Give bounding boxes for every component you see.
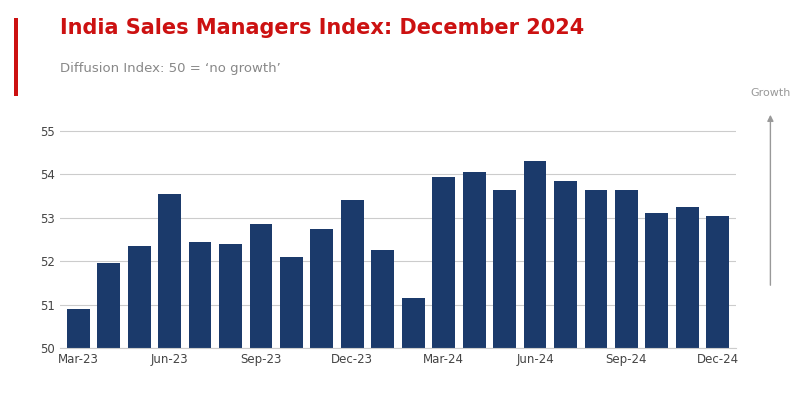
Bar [676, 207, 698, 400]
Bar [493, 190, 516, 400]
Bar [585, 190, 607, 400]
Text: Diffusion Index: 50 = ‘no growth’: Diffusion Index: 50 = ‘no growth’ [60, 62, 281, 75]
Bar [371, 250, 394, 400]
Bar [98, 263, 120, 400]
Text: Growth: Growth [750, 88, 790, 98]
Bar [615, 190, 638, 400]
Bar [524, 161, 546, 400]
Bar [310, 229, 334, 400]
Bar [250, 224, 272, 400]
Bar [158, 194, 181, 400]
Text: India Sales Managers Index: December 2024: India Sales Managers Index: December 202… [60, 18, 584, 38]
Bar [462, 172, 486, 400]
Bar [432, 176, 455, 400]
Bar [402, 298, 425, 400]
Bar [646, 214, 668, 400]
Bar [189, 242, 211, 400]
Bar [128, 246, 150, 400]
Bar [554, 181, 577, 400]
Bar [219, 244, 242, 400]
Bar [280, 257, 303, 400]
Bar [706, 216, 729, 400]
Bar [67, 309, 90, 400]
Bar [341, 200, 364, 400]
